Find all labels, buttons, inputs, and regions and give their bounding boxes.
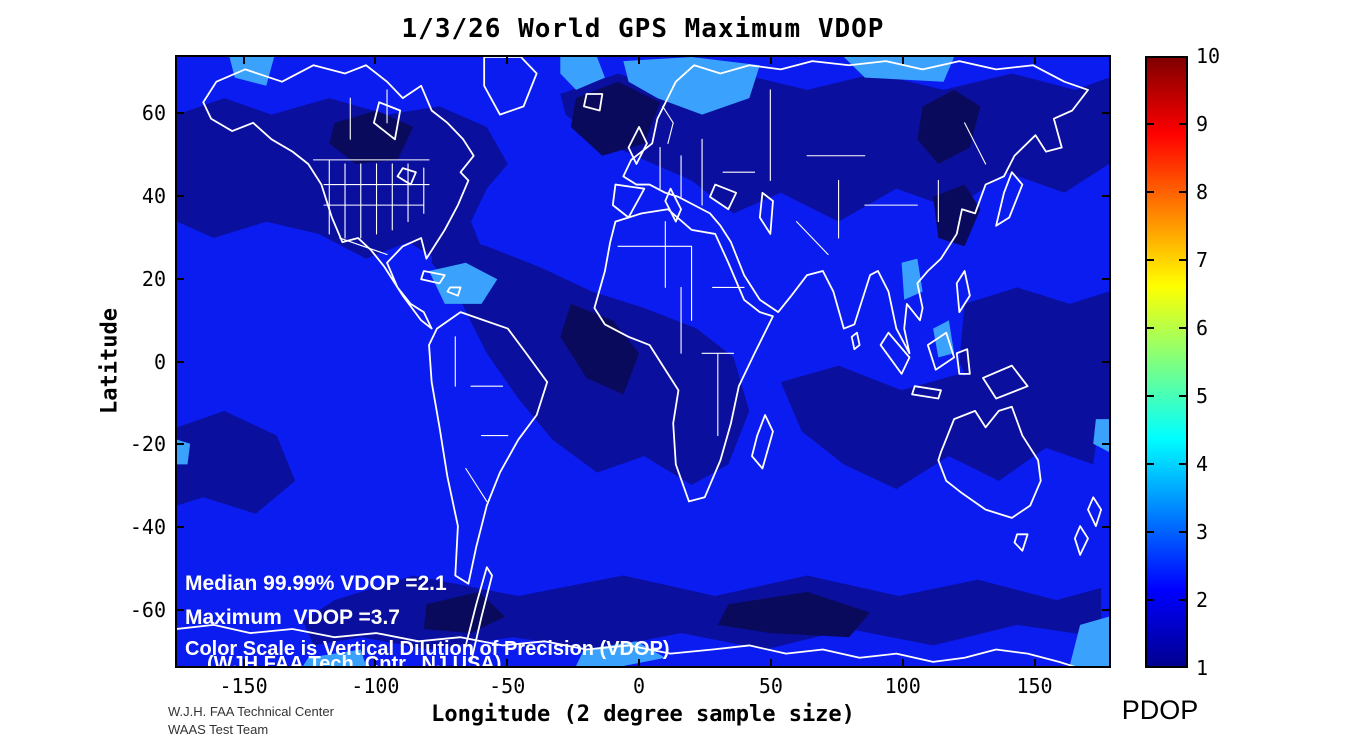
y-tick-mark bbox=[1102, 194, 1109, 197]
colorbar-tick-mark bbox=[1179, 463, 1186, 465]
credit-line-2: WAAS Test Team bbox=[168, 722, 269, 737]
y-tick-mark bbox=[177, 609, 184, 611]
country-borders bbox=[314, 90, 986, 501]
x-tick-label: 100 bbox=[884, 674, 921, 698]
world-vdop-map bbox=[177, 57, 1109, 666]
y-tick-label: -60 bbox=[129, 598, 166, 622]
maximum-vdop-annotation: Maximum VDOP =3.7 bbox=[185, 606, 400, 629]
y-tick-mark bbox=[1102, 609, 1109, 611]
x-tick-mark bbox=[242, 659, 245, 666]
y-tick-label: 40 bbox=[141, 183, 166, 208]
colorbar-tick-mark bbox=[1147, 599, 1154, 601]
x-tick-mark bbox=[769, 659, 772, 666]
colorbar-tick-mark bbox=[1147, 123, 1154, 125]
colorbar-tick-label: 5 bbox=[1196, 384, 1209, 408]
colorbar-tick-mark bbox=[1147, 531, 1154, 533]
colorbar-label: PDOP bbox=[1121, 695, 1199, 725]
facility-annotation: (WJH FAA Tech. Cntr. NJ USA) bbox=[207, 653, 502, 668]
x-tick-mark bbox=[1033, 57, 1036, 64]
credit-line-1: W.J.H. FAA Technical Center bbox=[168, 704, 334, 719]
colorbar bbox=[1145, 56, 1188, 668]
chart-title: 1/3/26 World GPS Maximum VDOP bbox=[401, 14, 885, 44]
colorbar-tick-mark bbox=[1147, 463, 1154, 465]
colorbar-tick-label: 1 bbox=[1196, 656, 1209, 680]
colorbar-tick-mark bbox=[1179, 395, 1186, 397]
x-axis-label: Longitude (2 degree sample size) bbox=[431, 702, 855, 727]
x-tick-label: 50 bbox=[758, 674, 783, 698]
colorbar-tick-mark bbox=[1147, 327, 1154, 329]
x-tick-mark bbox=[506, 659, 509, 666]
x-tick-mark bbox=[638, 659, 641, 666]
y-tick-label: -20 bbox=[129, 432, 166, 457]
y-tick-mark bbox=[1102, 111, 1109, 114]
colorbar-tick-label: 2 bbox=[1196, 588, 1209, 612]
vdop-band-darkest bbox=[329, 81, 981, 638]
x-tick-mark bbox=[769, 57, 772, 64]
x-tick-label: -50 bbox=[489, 674, 526, 698]
colorbar-tick-mark bbox=[1179, 599, 1186, 601]
x-tick-label: -150 bbox=[219, 674, 268, 698]
colorbar-tick-label: 3 bbox=[1196, 520, 1209, 544]
x-tick-mark bbox=[506, 57, 509, 64]
y-tick-label: -40 bbox=[129, 515, 166, 540]
colorbar-tick-mark bbox=[1147, 395, 1154, 397]
credits-block: W.J.H. FAA Technical Center WAAS Test Te… bbox=[168, 703, 334, 739]
y-tick-mark bbox=[177, 277, 184, 280]
x-tick-label: 0 bbox=[633, 674, 646, 698]
y-tick-mark bbox=[1102, 526, 1109, 529]
colorbar-tick-label: 6 bbox=[1196, 316, 1209, 340]
map-plot: Median 99.99% VDOP =2.1 Maximum VDOP =3.… bbox=[175, 55, 1111, 668]
colorbar-tick-mark bbox=[1147, 259, 1154, 261]
colorbar-tick-mark bbox=[1147, 191, 1154, 193]
x-tick-label: -100 bbox=[351, 674, 400, 698]
y-tick-mark bbox=[1102, 443, 1109, 446]
y-tick-mark bbox=[177, 526, 184, 529]
x-tick-mark bbox=[242, 57, 245, 64]
x-tick-mark bbox=[374, 659, 377, 666]
colorbar-tick-label: 10 bbox=[1196, 44, 1221, 68]
colorbar-tick-mark bbox=[1179, 259, 1186, 261]
y-tick-mark bbox=[177, 111, 184, 114]
colorbar-tick-mark bbox=[1179, 531, 1186, 533]
colorbar-tick-label: 4 bbox=[1196, 452, 1209, 476]
colorbar-tick-label: 8 bbox=[1196, 180, 1209, 204]
x-tick-mark bbox=[901, 57, 904, 64]
median-vdop-annotation: Median 99.99% VDOP =2.1 bbox=[185, 572, 447, 595]
x-tick-label: 150 bbox=[1016, 674, 1053, 698]
x-tick-mark bbox=[1033, 659, 1036, 666]
colorbar-tick-mark bbox=[1179, 191, 1186, 193]
y-tick-label: 20 bbox=[141, 266, 166, 291]
colorbar-tick-label: 9 bbox=[1196, 112, 1209, 136]
y-tick-mark bbox=[1102, 360, 1109, 363]
y-tick-mark bbox=[177, 194, 184, 197]
x-tick-mark bbox=[638, 57, 641, 64]
color-scale-annotation: Color Scale is Vertical Dilution of Prec… bbox=[185, 638, 670, 660]
y-tick-mark bbox=[177, 360, 184, 363]
y-tick-mark bbox=[177, 443, 184, 446]
colorbar-tick-label: 7 bbox=[1196, 248, 1209, 272]
y-tick-mark bbox=[1102, 277, 1109, 280]
y-tick-label: 60 bbox=[141, 100, 166, 125]
coastlines bbox=[177, 57, 1101, 666]
colorbar-tick-mark bbox=[1179, 327, 1186, 329]
colorbar-tick-mark bbox=[1179, 123, 1186, 125]
x-tick-mark bbox=[901, 659, 904, 666]
y-tick-label: 0 bbox=[153, 349, 166, 374]
x-tick-mark bbox=[374, 57, 377, 64]
